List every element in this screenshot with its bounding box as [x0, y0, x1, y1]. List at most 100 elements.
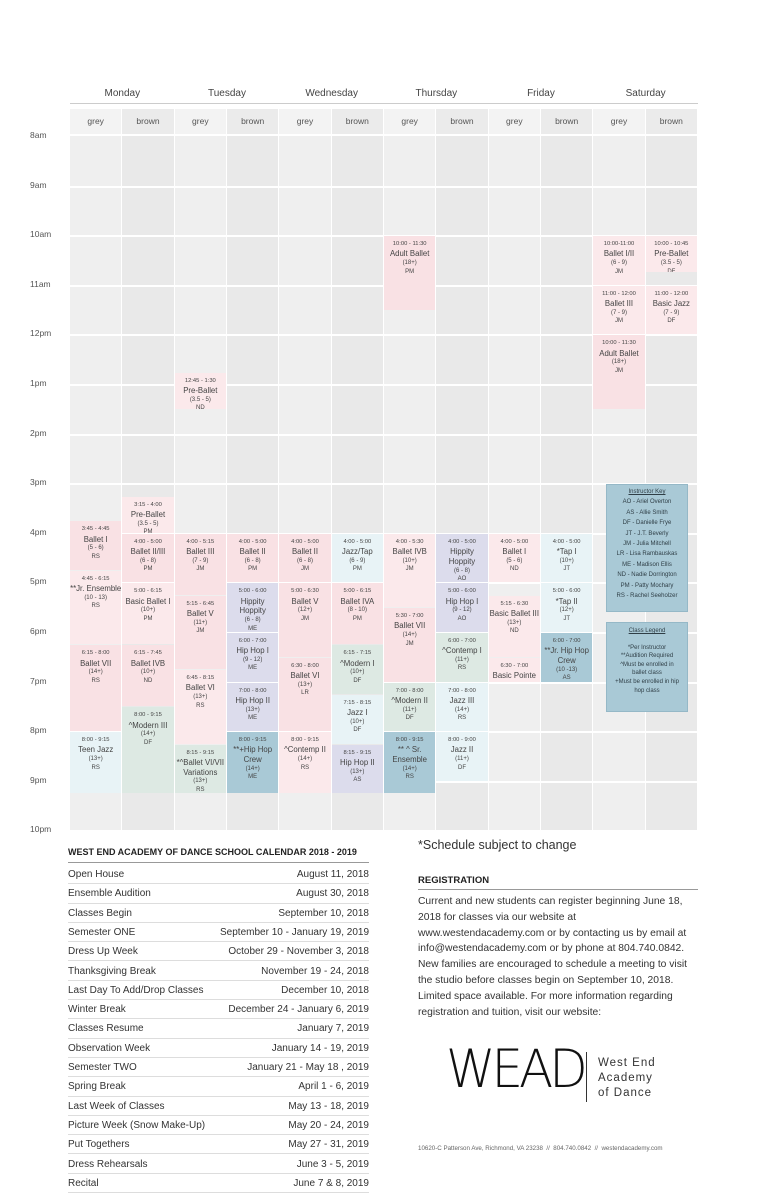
hour-label: 8pm	[30, 725, 47, 736]
class-name: Pre-Ballet	[654, 249, 689, 259]
class-block: 6:00 - 7:00 ^Contemp I (11+) RS	[436, 633, 488, 682]
event-name: Picture Week (Snow Make-Up)	[68, 1119, 206, 1131]
class-name: Jazz II	[450, 745, 474, 755]
logo-line: of Dance	[598, 1087, 653, 1099]
event-name: Semester TWO	[68, 1062, 137, 1073]
class-ages: (14+)	[454, 706, 470, 713]
class-time: 4:00 - 5:30	[395, 538, 424, 545]
class-name: Ballet III	[604, 299, 634, 309]
class-ages: (6 - 8)	[296, 557, 313, 564]
class-time: 4:00 - 5:00	[134, 538, 162, 545]
class-instructor: ME	[248, 625, 258, 632]
event-name: Classes Begin	[68, 907, 132, 919]
class-instructor: JT	[563, 615, 570, 622]
class-time: 7:00 - 8:00	[238, 687, 267, 694]
footer: 10620-C Patterson Ave, Richmond, VA 2323…	[418, 1145, 663, 1152]
class-instructor: ME	[248, 715, 258, 722]
event-date: April 1 - 6, 2019	[298, 1081, 369, 1093]
hour-label: 7pm	[30, 675, 47, 686]
class-name: Basic Ballet III	[489, 609, 540, 619]
event-name: Last Week of Classes	[68, 1100, 165, 1112]
class-ages: (5 - 6)	[87, 545, 104, 552]
class-name: Hip Hop II	[235, 695, 270, 705]
hour-label: 5pm	[30, 576, 47, 587]
class-block: 8:00 - 9:15 **+Hip Hop Crew (14+) ME	[227, 732, 279, 794]
class-time: 10:00 - 11:30	[392, 241, 427, 248]
class-name: Basic Jazz	[652, 299, 690, 309]
class-instructor: DF	[405, 715, 414, 722]
class-instructor: RS	[91, 677, 100, 684]
class-time: 4:00 - 5:15	[186, 538, 215, 545]
class-ages: (10+)	[350, 669, 365, 676]
event-name: Last Day To Add/Drop Classes	[68, 984, 204, 996]
class-ages: (11+)	[193, 619, 208, 626]
event-date: August 11, 2018	[296, 869, 369, 880]
class-name: *Tap II	[555, 596, 578, 606]
class-ages: (10 -13)	[556, 666, 578, 673]
class-name: Hippity Hoppity	[448, 547, 476, 566]
class-name: Ballet V	[186, 609, 214, 619]
class-time: 6:00 - 7:00	[448, 638, 476, 644]
class-ages: (10 - 13)	[84, 594, 107, 601]
hour-label: 2pm	[30, 427, 47, 438]
class-ages: (6 - 8)	[244, 557, 261, 564]
class-time: 10:00 - 11:30	[602, 340, 636, 347]
class-block: 6:15 - 7:45 Ballet IVB (10+) ND	[122, 645, 174, 707]
class-block: 5:00 - 6:15 Ballet IVA (8 - 10) PM	[331, 583, 383, 645]
class-block: 4:00 - 5:00 Ballet II (6 - 8) PM	[227, 533, 279, 583]
event-date: December 24 - January 6, 2019	[228, 1004, 369, 1016]
hour-label: 9am	[30, 179, 47, 190]
class-instructor: DF	[353, 677, 362, 684]
class-block: 8:15 - 9:15 *^Ballet VI/VII Variations (13…	[174, 744, 226, 794]
class-name: Ballet II/III	[130, 547, 166, 557]
calendar-row: Recital June 7 & 8, 2019	[68, 1174, 369, 1193]
class-instructor: JM	[196, 566, 205, 573]
class-legend: Class Legend *Per Instructor **Audition Re…	[606, 622, 688, 712]
class-block: 6:30 - 8:00 Ballet VI (13+) LR	[279, 657, 331, 732]
calendar-row: Dress Up Week October 29 - November 3, 20…	[68, 942, 369, 962]
class-block: 7:15 - 8:15 Jazz I (10+) DF	[331, 695, 383, 744]
class-name: ^Modern II	[391, 695, 428, 705]
class-time: 5:00 - 6:15	[134, 588, 162, 595]
column-header: grey	[70, 109, 122, 134]
class-instructor: PM	[248, 566, 258, 573]
day-header: Monday	[70, 88, 175, 104]
hour-label: 10pm	[30, 824, 52, 835]
class-block: 4:00 - 5:15 Ballet III (7 - 9) JM	[174, 533, 226, 595]
class-ages: (10+)	[402, 557, 417, 564]
class-name: Ballet I	[502, 547, 527, 557]
class-block: 4:00 - 5:00 *Tap I (10+) JT	[541, 533, 593, 583]
class-name: Hip Hop II	[339, 757, 375, 767]
calendar-row: Semester TWO January 21 - May 18 , 2019	[68, 1058, 369, 1078]
class-time: 6:00 - 7:00	[552, 638, 581, 644]
class-instructor: DF	[667, 318, 676, 325]
class-block: 4:00 - 5:30 Ballet IVB (10+) JM	[384, 533, 436, 608]
class-block: 4:00 - 5:00 Ballet II (6 - 8) JM	[279, 533, 331, 583]
hour-line	[70, 483, 698, 486]
event-date: January 14 - 19, 2019	[271, 1042, 369, 1054]
class-block: 5:00 - 6:00 Hippity Hoppity (6 - 8) ME	[227, 583, 279, 632]
class-name: Hip Hop I	[445, 596, 479, 606]
class-block: 4:00 - 5:00 Ballet I (5 - 6) ND	[488, 533, 540, 583]
class-instructor: PM	[143, 615, 153, 622]
day-header: Friday	[488, 88, 594, 104]
class-ages: (5 - 6)	[506, 557, 523, 564]
class-time: 5:00 - 6:00	[448, 588, 476, 595]
event-name: Spring Break	[68, 1081, 126, 1093]
class-ages: (12+)	[559, 607, 574, 614]
column-header: brown	[541, 109, 593, 134]
legend-entry: **Audition Required	[620, 653, 674, 660]
event-date: May 13 - 18, 2019	[288, 1100, 369, 1112]
class-name: **Jr. Ensemble	[70, 584, 122, 594]
class-ages: (6 - 8)	[244, 617, 261, 624]
class-name: ** ^ Sr. Ensemble	[392, 745, 427, 765]
schedule-note: *Schedule subject to change	[418, 838, 577, 852]
calendar-row: Open House August 11, 2018	[68, 865, 369, 885]
event-date: September 10, 2018	[278, 907, 369, 919]
class-ages: (7 - 9)	[192, 557, 209, 564]
legend-entry: *Per Instructor	[627, 644, 667, 651]
legend-entry: +Must be enrolled in hip hop class	[615, 678, 679, 694]
event-date: September 10 - January 19, 2019	[220, 926, 369, 938]
class-name: Ballet IVB	[130, 658, 166, 668]
